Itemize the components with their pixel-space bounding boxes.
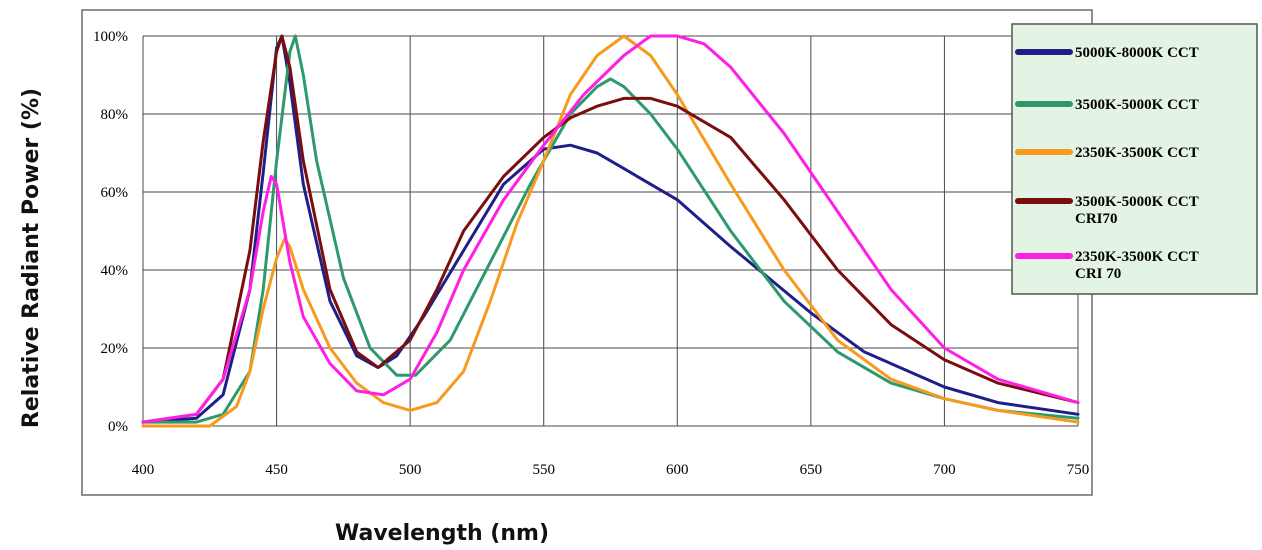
x-tick-labels: 400 450 500 550 600 650 700 750 xyxy=(132,462,1090,478)
series-line-4 xyxy=(141,34,1080,424)
legend-label-1: 5000K-8000K CCT xyxy=(1075,45,1199,61)
legend-label-5: 2350K-3500K CCT CRI 70 xyxy=(1075,249,1199,282)
series-line-3 xyxy=(141,34,1080,428)
legend: 5000K-8000K CCT 3500K-5000K CCT 2350K-3500… xyxy=(1011,23,1258,295)
legend-label-4: 3500K-5000K CCT CRI70 xyxy=(1075,194,1199,227)
y-axis-title: Relative Radiant Power (%) xyxy=(19,88,44,428)
x-tick-label: 600 xyxy=(666,462,689,478)
x-tick-label: 750 xyxy=(1067,462,1090,478)
x-tick-label: 400 xyxy=(132,462,155,478)
series-lines xyxy=(141,34,1080,428)
legend-label-3: 2350K-3500K CCT xyxy=(1075,145,1199,161)
y-tick-label: 20% xyxy=(101,341,129,357)
y-tick-label: 100% xyxy=(93,29,128,45)
y-tick-label: 60% xyxy=(101,185,129,201)
y-tick-label: 40% xyxy=(101,263,129,279)
x-tick-label: 650 xyxy=(800,462,823,478)
legend-label-2: 3500K-5000K CCT xyxy=(1075,97,1199,113)
x-tick-label: 700 xyxy=(933,462,956,478)
series-line-5 xyxy=(141,34,1080,424)
x-tick-label: 500 xyxy=(399,462,422,478)
x-axis-title: Wavelength (nm) xyxy=(335,521,549,546)
y-tick-label: 80% xyxy=(101,107,129,123)
legend-box xyxy=(1011,23,1258,295)
x-tick-label: 450 xyxy=(265,462,288,478)
x-tick-label: 550 xyxy=(532,462,555,478)
y-tick-labels: 0% 20% 40% 60% 80% 100% xyxy=(93,29,128,435)
y-tick-label: 0% xyxy=(108,419,128,435)
plot-frame xyxy=(81,9,1093,496)
